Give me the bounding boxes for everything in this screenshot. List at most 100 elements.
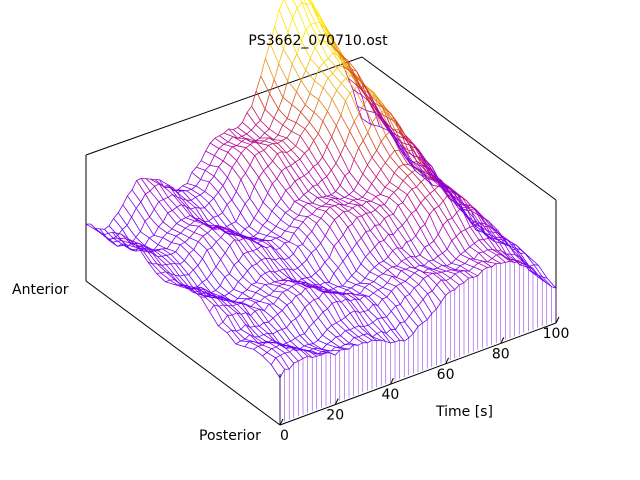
mesh-line — [437, 225, 444, 235]
mesh-line — [319, 268, 330, 283]
mesh-line — [351, 284, 357, 289]
mesh-line — [255, 275, 262, 283]
mesh-line — [449, 188, 460, 197]
mesh-line — [235, 233, 245, 238]
mesh-line — [254, 325, 264, 335]
mesh-line — [352, 207, 362, 217]
mesh-line — [336, 301, 342, 303]
mesh-line — [258, 152, 269, 167]
mesh-line — [251, 298, 261, 302]
mesh-line — [386, 311, 392, 318]
mesh-line — [478, 262, 488, 268]
mesh-line — [361, 94, 371, 103]
mesh-line — [329, 226, 339, 242]
mesh-line — [282, 140, 292, 151]
mesh-line — [359, 293, 370, 297]
mesh-line — [450, 269, 460, 272]
mesh-line — [219, 285, 230, 294]
mesh-line — [433, 208, 444, 226]
mesh-line — [420, 202, 430, 215]
mesh-line — [269, 79, 275, 94]
mesh-line — [304, 326, 310, 335]
mesh-line — [296, 2, 303, 9]
mesh-line — [264, 132, 274, 140]
mesh-line — [113, 212, 119, 219]
mesh-line — [500, 254, 511, 262]
mesh-line — [471, 210, 481, 217]
mesh-line — [240, 329, 250, 335]
mesh-line — [237, 122, 243, 128]
mesh-line — [391, 285, 397, 292]
mesh-line — [483, 239, 493, 250]
mesh-line — [199, 191, 206, 196]
mesh-line — [429, 193, 440, 207]
mesh-line — [510, 254, 516, 256]
mesh-line — [300, 104, 306, 113]
mesh-line — [288, 232, 295, 243]
mesh-line — [277, 329, 283, 332]
mesh-line — [104, 229, 114, 239]
mesh-line — [273, 63, 280, 81]
mesh-line — [496, 254, 506, 263]
mesh-line — [272, 153, 278, 162]
mesh-line — [251, 284, 261, 290]
mesh-line — [136, 180, 146, 195]
mesh-line — [325, 211, 335, 220]
mesh-line — [278, 285, 288, 291]
mesh-line — [279, 248, 290, 259]
mesh-line — [342, 234, 353, 250]
mesh-line — [385, 328, 392, 334]
mesh-line — [291, 131, 301, 137]
mesh-line — [186, 189, 192, 192]
mesh-line — [199, 207, 210, 222]
mesh-line — [261, 240, 272, 247]
x-tick-label-60: 60 — [437, 367, 455, 383]
mesh-line — [327, 308, 337, 324]
mesh-line — [378, 113, 389, 129]
mesh-line — [409, 144, 419, 150]
mesh-line — [326, 341, 332, 345]
mesh-line — [255, 120, 261, 126]
mesh-line — [371, 201, 381, 206]
mesh-line — [346, 66, 357, 83]
mesh-line — [253, 238, 263, 242]
mesh-line — [381, 111, 387, 113]
mesh-line — [272, 330, 278, 335]
mesh-line — [363, 324, 369, 327]
mesh-line — [271, 237, 276, 241]
mesh-line — [274, 270, 280, 273]
mesh-line — [378, 273, 384, 277]
mesh-line — [161, 255, 171, 265]
mesh-line — [108, 237, 118, 240]
mesh-line — [445, 291, 451, 296]
mesh-line — [340, 154, 350, 173]
mesh-line — [344, 194, 350, 198]
x-tick-label-100: 100 — [543, 326, 570, 342]
mesh-line — [241, 133, 247, 137]
mesh-line — [187, 183, 197, 187]
mesh-line — [308, 166, 314, 173]
mesh-line — [189, 220, 195, 226]
mesh-line — [367, 132, 377, 151]
mesh-line — [330, 169, 341, 186]
mesh-line — [236, 152, 242, 161]
mesh-line — [416, 161, 427, 172]
mesh-line — [335, 346, 345, 350]
mesh-line — [418, 284, 428, 294]
mesh-line — [407, 171, 413, 177]
mesh-line — [451, 236, 457, 241]
mesh-line — [236, 303, 247, 313]
mesh-line — [222, 160, 233, 168]
mesh-line — [384, 215, 390, 219]
mesh-line — [209, 304, 215, 312]
mesh-line — [379, 218, 385, 226]
mesh-line — [295, 337, 305, 347]
mesh-line — [204, 207, 214, 218]
mesh-line — [413, 287, 424, 300]
mesh-line — [309, 93, 319, 100]
mesh-line — [345, 312, 351, 318]
mesh-line — [468, 270, 478, 277]
mesh-line — [237, 127, 247, 135]
mesh-line — [386, 296, 397, 307]
mesh-line — [217, 227, 227, 234]
